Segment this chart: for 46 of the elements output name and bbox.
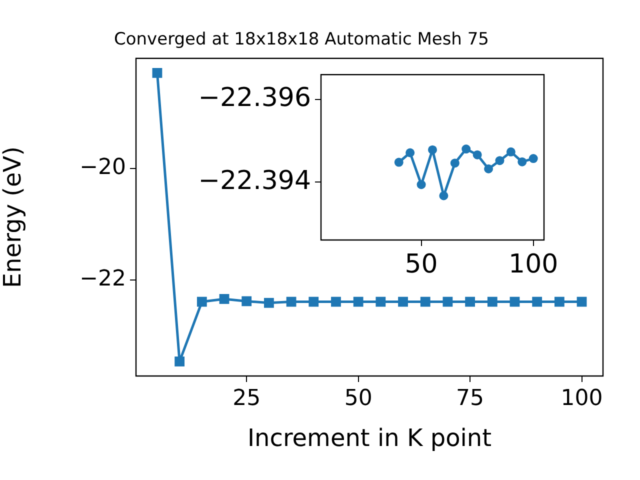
point [462, 144, 471, 154]
point [394, 158, 404, 167]
point [576, 296, 587, 307]
x-tick-label: 50 [344, 386, 372, 411]
point [450, 158, 460, 168]
y-tick-label: −22.396 [198, 83, 311, 114]
point [532, 296, 542, 307]
x-tick-label: 25 [232, 386, 261, 411]
point [264, 298, 274, 308]
point [308, 296, 319, 307]
point [353, 296, 364, 307]
point [428, 145, 437, 154]
point [442, 296, 453, 307]
point [152, 68, 162, 78]
point [554, 296, 564, 307]
chart-title: Converged at 18x18x18 Automatic Mesh 75 [114, 30, 489, 50]
point [465, 296, 475, 307]
point [331, 296, 341, 307]
point [376, 296, 386, 307]
point [528, 154, 538, 164]
point [472, 150, 482, 160]
x-tick-label: 75 [456, 386, 484, 411]
point [219, 294, 230, 304]
point [174, 356, 185, 366]
point [439, 191, 448, 200]
point [420, 296, 430, 307]
point [286, 296, 296, 307]
x-axis-title: Increment in K point [247, 424, 492, 452]
point [495, 156, 504, 166]
point [484, 164, 494, 174]
y-axis-title: Energy (eV) [0, 146, 27, 288]
y-tick-label: −22 [80, 266, 126, 292]
point [510, 296, 520, 307]
x-tick-label: 100 [560, 386, 603, 411]
point [406, 148, 415, 158]
point [242, 296, 252, 306]
point [487, 296, 498, 307]
x-tick-label: 50 [404, 249, 438, 280]
point [196, 296, 207, 307]
y-tick-label: −22.394 [198, 166, 311, 196]
point [416, 180, 426, 190]
point [518, 157, 527, 166]
y-tick-label: −20 [80, 155, 126, 180]
point [398, 296, 408, 307]
x-tick-label: 100 [508, 249, 558, 280]
point [506, 147, 516, 156]
